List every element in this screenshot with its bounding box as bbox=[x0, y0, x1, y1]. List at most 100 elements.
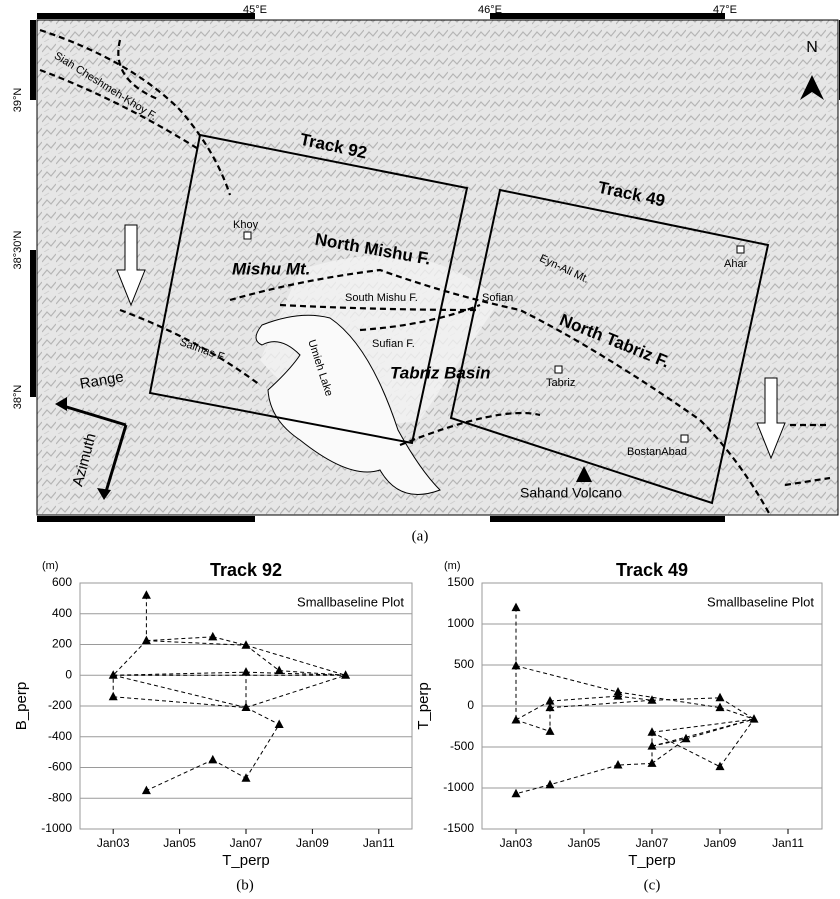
y-tick-label: -1000 bbox=[41, 821, 72, 835]
y-tick-label: -500 bbox=[450, 739, 474, 753]
baseline-link bbox=[516, 666, 618, 692]
y-axis-label: B_perp bbox=[13, 682, 30, 730]
lat-label: 38°30'N bbox=[12, 230, 24, 269]
acquisition-point bbox=[648, 758, 657, 767]
baseline-link bbox=[146, 760, 212, 791]
lon-label: 46°E bbox=[478, 4, 502, 16]
baseline-link bbox=[652, 719, 754, 746]
acquisition-point bbox=[546, 780, 555, 789]
baseline-link bbox=[618, 763, 652, 765]
x-tick-label: Jan07 bbox=[636, 836, 669, 850]
north-label: N bbox=[806, 39, 818, 56]
baseline-link bbox=[246, 708, 279, 725]
x-tick-label: Jan03 bbox=[500, 836, 533, 850]
acquisition-point bbox=[242, 667, 251, 676]
baseline-link bbox=[246, 724, 279, 778]
caption: (b) bbox=[236, 877, 254, 893]
baseline-link bbox=[720, 698, 754, 719]
baseline-link bbox=[516, 785, 550, 794]
annotation: Smallbaseline Plot bbox=[297, 594, 404, 609]
fault-label: Sufian F. bbox=[372, 338, 415, 350]
acquisition-point bbox=[275, 719, 284, 728]
baseline-link bbox=[516, 720, 550, 731]
acquisition-point bbox=[546, 726, 555, 735]
y-tick-label: -200 bbox=[48, 698, 72, 712]
mountain-label: Mishu Mt. bbox=[232, 259, 310, 278]
acquisition-point bbox=[512, 603, 521, 612]
lon-label: 45°E bbox=[243, 4, 267, 16]
baseline-link bbox=[246, 675, 346, 707]
x-tick-label: Jan07 bbox=[230, 836, 263, 850]
y-tick-label: 0 bbox=[467, 698, 474, 712]
page: 45°E 46°E 47°E 39°N 38°30'N 38°N Track 9… bbox=[0, 0, 840, 899]
caption: (a) bbox=[412, 528, 429, 544]
town-label: BostanAbad bbox=[627, 446, 687, 458]
y-tick-label: -1500 bbox=[443, 821, 474, 835]
baseline-link bbox=[246, 645, 279, 670]
lon-label: 47°E bbox=[713, 4, 737, 16]
baseline-link bbox=[246, 645, 346, 675]
baseline-link bbox=[213, 760, 246, 778]
x-tick-label: Jan05 bbox=[568, 836, 601, 850]
basin-label: Tabriz Basin bbox=[390, 363, 490, 382]
x-tick-label: Jan11 bbox=[772, 836, 804, 850]
baseline-link bbox=[550, 696, 618, 701]
baseline-link bbox=[550, 700, 652, 707]
baseline-link bbox=[113, 641, 146, 676]
acquisition-point bbox=[614, 760, 623, 769]
acquisition-point bbox=[716, 693, 725, 702]
unit-label: (m) bbox=[444, 560, 461, 572]
y-tick-label: 400 bbox=[52, 606, 72, 620]
map: 45°E 46°E 47°E 39°N 38°30'N 38°N Track 9… bbox=[12, 4, 840, 519]
x-tick-label: Jan11 bbox=[363, 836, 395, 850]
x-tick-label: Jan09 bbox=[704, 836, 737, 850]
acquisition-point bbox=[275, 666, 284, 675]
y-tick-label: 500 bbox=[454, 657, 474, 671]
x-tick-label: Jan09 bbox=[296, 836, 329, 850]
y-tick-label: -800 bbox=[48, 790, 72, 804]
town-label: Tabriz bbox=[546, 377, 575, 389]
annotation: Smallbaseline Plot bbox=[707, 594, 814, 609]
caption: (c) bbox=[644, 877, 661, 893]
acquisition-point bbox=[109, 692, 118, 701]
lat-label: 38°N bbox=[12, 385, 24, 410]
acquisition-point bbox=[750, 714, 759, 723]
figure: 45°E 46°E 47°E 39°N 38°30'N 38°N Track 9… bbox=[0, 0, 840, 899]
y-axis-label: T_perp bbox=[415, 682, 432, 730]
y-tick-label: -400 bbox=[48, 729, 72, 743]
x-tick-label: Jan05 bbox=[163, 836, 196, 850]
acquisition-point bbox=[512, 715, 521, 724]
baseline-link bbox=[618, 692, 720, 708]
chart-title: Track 49 bbox=[616, 560, 688, 580]
chart-title: Track 92 bbox=[210, 560, 282, 580]
fault-label: South Mishu F. bbox=[345, 292, 418, 304]
x-axis-label: T_perp bbox=[628, 852, 676, 869]
x-axis-label: T_perp bbox=[222, 852, 270, 869]
town-label: Khoy bbox=[233, 219, 259, 231]
acquisition-point bbox=[716, 762, 725, 771]
volcano-label: Sahand Volcano bbox=[520, 485, 622, 501]
lat-label: 39°N bbox=[12, 88, 24, 113]
y-tick-label: -600 bbox=[48, 760, 72, 774]
acquisition-point bbox=[208, 632, 217, 641]
baseline-link bbox=[550, 765, 618, 785]
acquisition-point bbox=[142, 636, 151, 645]
baseline-link bbox=[652, 719, 754, 732]
acquisition-point bbox=[208, 755, 217, 764]
unit-label: (m) bbox=[42, 560, 59, 572]
y-tick-label: 600 bbox=[52, 575, 72, 589]
x-tick-label: Jan03 bbox=[97, 836, 130, 850]
y-tick-label: 0 bbox=[65, 667, 72, 681]
acquisition-point bbox=[142, 590, 151, 599]
y-tick-label: 200 bbox=[52, 637, 72, 651]
acquisition-point bbox=[142, 786, 151, 795]
y-tick-label: 1500 bbox=[447, 575, 474, 589]
acquisition-point bbox=[242, 773, 251, 782]
baseline-link bbox=[720, 708, 754, 719]
town-label: Ahar bbox=[724, 258, 748, 270]
baseline-link bbox=[113, 675, 246, 707]
y-tick-label: -1000 bbox=[443, 780, 474, 794]
baseline-link bbox=[516, 701, 550, 720]
y-tick-label: 1000 bbox=[447, 616, 474, 630]
baseline-link bbox=[720, 719, 754, 767]
